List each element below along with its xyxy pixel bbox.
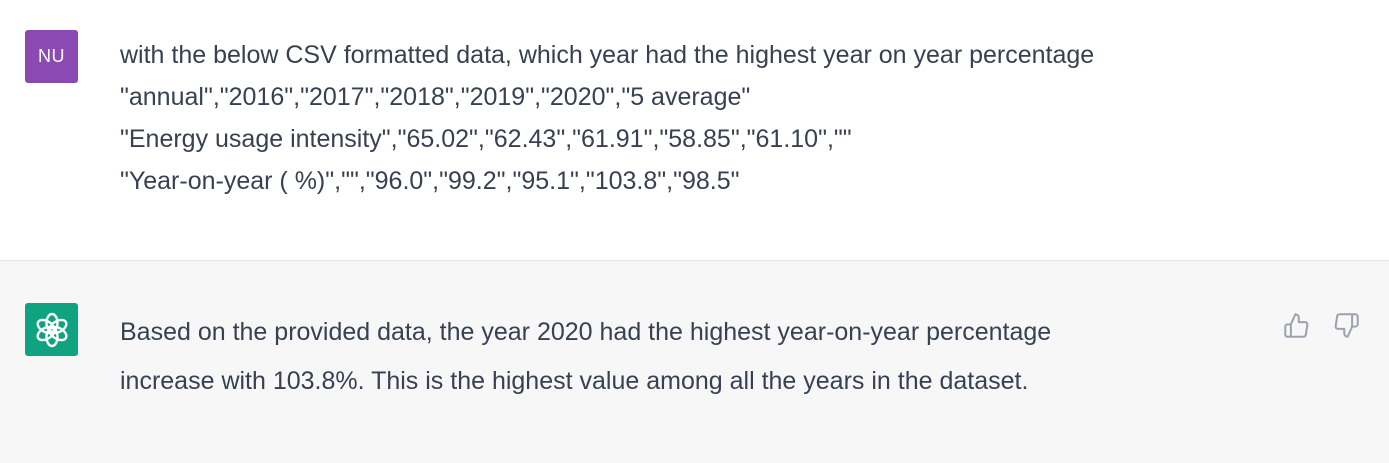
assistant-message-line: Based on the provided data, the year 202…	[120, 318, 1052, 346]
user-message-line: "Year-on-year ( %)","","96.0","99.2","95…	[120, 167, 740, 195]
assistant-message-row: Based on the provided data, the year 202…	[0, 261, 1389, 463]
feedback-buttons	[1282, 311, 1360, 339]
user-message-line: "annual","2016","2017","2018","2019","20…	[120, 83, 751, 111]
assistant-message-line: increase with 103.8%. This is the highes…	[120, 367, 1029, 395]
thumbs-up-icon	[1283, 312, 1308, 338]
user-avatar: NU	[25, 30, 78, 83]
thumbs-up-button[interactable]	[1282, 311, 1310, 339]
assistant-avatar	[25, 303, 78, 356]
user-avatar-initials: NU	[38, 46, 65, 66]
assistant-message-text: Based on the provided data, the year 202…	[120, 308, 1240, 406]
user-message-line: with the below CSV formatted data, which…	[120, 41, 1095, 69]
user-message-line: "Energy usage intensity","65.02","62.43"…	[120, 125, 852, 153]
user-message-text: with the below CSV formatted data, which…	[120, 34, 1240, 202]
user-message-row: NU with the below CSV formatted data, wh…	[0, 30, 1389, 261]
openai-logo-icon	[35, 312, 68, 347]
thumbs-down-icon	[1334, 312, 1359, 338]
thumbs-down-button[interactable]	[1332, 311, 1360, 339]
